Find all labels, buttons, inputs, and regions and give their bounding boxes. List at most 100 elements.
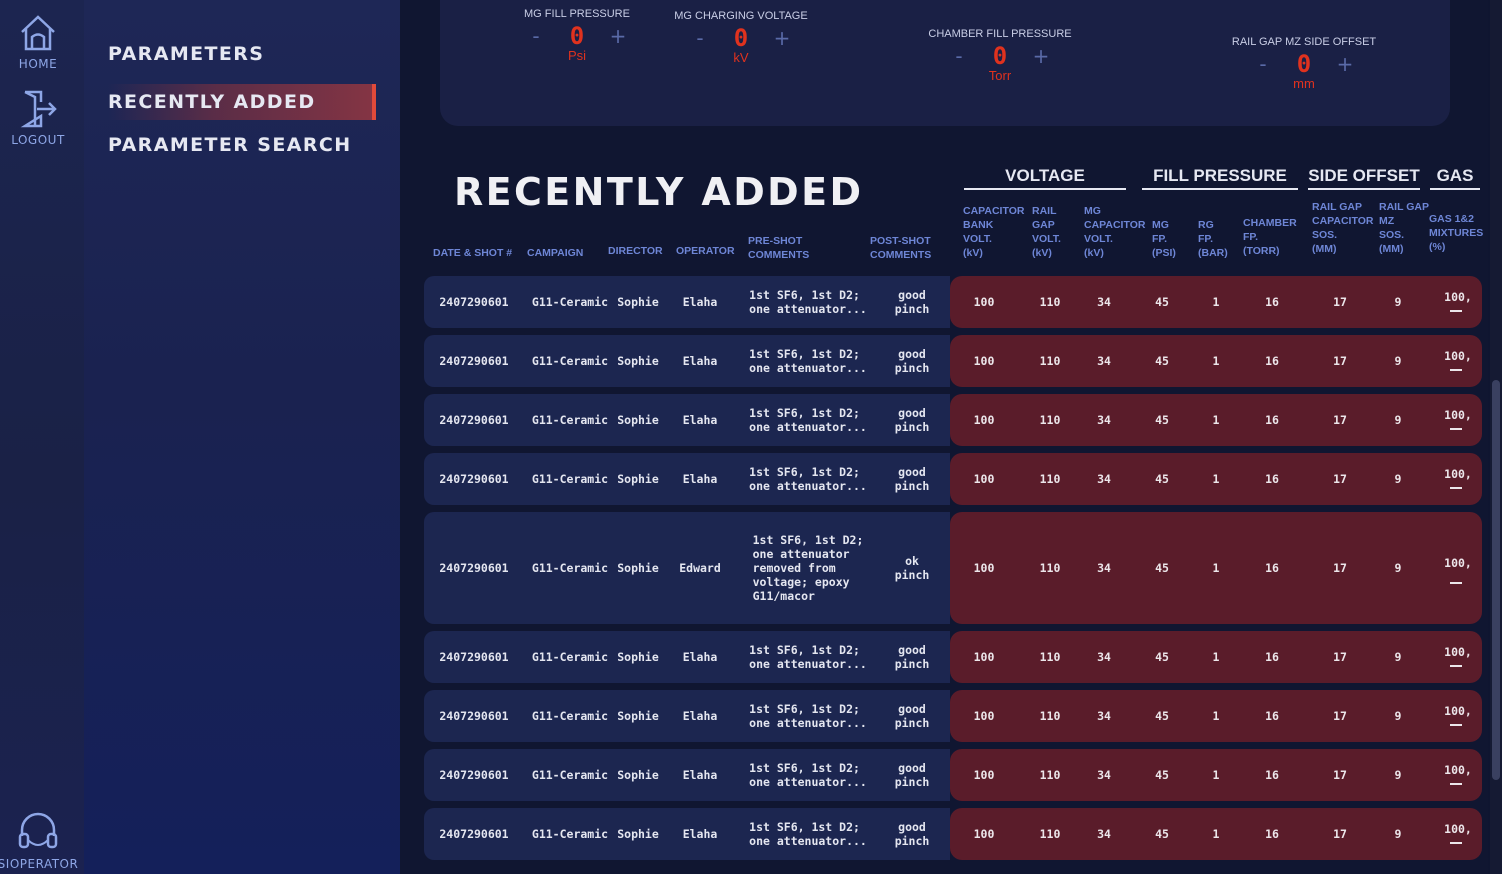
parameter-controls-card: MG FILL PRESSURE - 0 + Psi MG CHARGING V… [440,0,1450,126]
cell-cap_v: 100 [973,709,995,723]
column-header[interactable]: MG CAPACITOR VOLT. (kV) [1084,205,1146,259]
row-parameters: 100 110 34 45 1 16 17 9 100, [950,394,1482,446]
column-header[interactable]: DIRECTOR [608,245,663,257]
logout-nav[interactable]: LOGOUT [0,88,76,147]
table-row[interactable]: 2407290601 G11-Ceramic Sophie Elaha 1st SF6,… [424,631,1482,683]
nav-item-recently-added[interactable]: RECENTLY ADDED [108,84,376,120]
cell-post: good pinch [894,347,930,375]
cell-mg_v: 34 [1097,768,1111,782]
operator-nav[interactable]: SIOPERATOR [0,808,78,871]
nav-item-parameter-search[interactable]: PARAMETER SEARCH [108,127,352,163]
scrollbar[interactable] [1490,0,1502,874]
cell-gas: 100, [1444,704,1472,718]
cell-campaign: G11-Ceramic [531,354,609,368]
gas-separator [1450,487,1462,489]
cell-operator: Edward [679,561,721,575]
cell-post: good pinch [894,465,930,493]
cell-gas: 100, [1444,645,1472,659]
column-header[interactable]: RAIL GAP MZ SOS. (MM) [1379,201,1429,255]
row-details: 2407290601 G11-Ceramic Sophie Elaha 1st SF6,… [424,335,950,387]
cell-mg_v: 34 [1097,650,1111,664]
increment-button[interactable]: + [1336,52,1354,76]
cell-rg_v: 110 [1039,413,1061,427]
cell-pre: 1st SF6, 1st D2; one attenuator... [749,761,867,789]
cell-mz_sos: 9 [1394,709,1402,723]
cell-director: Sophie [617,709,659,723]
cell-ch_fp: 16 [1265,768,1279,782]
cell-operator: Elaha [682,472,718,486]
column-header[interactable]: GAS 1&2 MIXTURES (%) [1429,213,1484,253]
cell-cap_v: 100 [973,827,995,841]
cell-pre: 1st SF6, 1st D2; one attenuator... [749,406,867,434]
column-header[interactable]: CAMPAIGN [527,247,584,259]
column-header[interactable]: DATE & SHOT # [433,247,513,259]
cell-operator: Elaha [682,413,718,427]
cell-rg_v: 110 [1039,561,1061,575]
column-header[interactable]: CAPACITOR BANK VOLT. (kV) [963,205,1025,259]
chamber-fill-pressure-control: CHAMBER FILL PRESSURE - 0 + Torr [920,28,1080,83]
home-nav[interactable]: HOME [0,12,76,71]
headset-icon [18,812,58,849]
scrollbar-thumb[interactable] [1492,380,1500,780]
gas-separator [1450,724,1462,726]
cell-rg_v: 110 [1039,650,1061,664]
cell-date: 2407290601 [439,561,509,575]
cell-ch_fp: 16 [1265,472,1279,486]
cell-rg_fp: 1 [1212,650,1220,664]
control-value[interactable]: 0 [569,22,585,50]
decrement-button[interactable]: - [696,26,704,50]
cell-director: Sophie [617,295,659,309]
cell-campaign: G11-Ceramic [531,768,609,782]
column-header[interactable]: RG FP. (BAR) [1198,219,1228,259]
cell-rg_fp: 1 [1212,295,1220,309]
column-header[interactable]: MG FP. (PSI) [1152,219,1176,259]
decrement-button[interactable]: - [1259,52,1267,76]
cell-rg_fp: 1 [1212,413,1220,427]
cell-rg_sos: 17 [1333,413,1347,427]
column-header[interactable]: OPERATOR [676,245,735,257]
table-row[interactable]: 2407290601 G11-Ceramic Sophie Elaha 1st SF6,… [424,276,1482,328]
cell-rg_sos: 17 [1333,827,1347,841]
row-parameters: 100 110 34 45 1 16 17 9 100, [950,808,1482,860]
row-parameters: 100 110 34 45 1 16 17 9 100, [950,690,1482,742]
cell-director: Sophie [617,472,659,486]
cell-rg_sos: 17 [1333,561,1347,575]
table-row[interactable]: 2407290601 G11-Ceramic Sophie Elaha 1st SF6,… [424,808,1482,860]
column-header[interactable]: CHAMBER FP. (TORR) [1243,217,1297,257]
table-row[interactable]: 2407290601 G11-Ceramic Sophie Elaha 1st SF6,… [424,690,1482,742]
table-row[interactable]: 2407290601 G11-Ceramic Sophie Elaha 1st SF6,… [424,453,1482,505]
control-value[interactable]: 0 [733,24,749,52]
cell-rg_sos: 17 [1333,354,1347,368]
increment-button[interactable]: + [773,26,791,50]
column-header[interactable]: POST-SHOT COMMENTS [870,235,932,261]
row-details: 2407290601 G11-Ceramic Sophie Edward 1st SF6… [424,512,950,624]
decrement-button[interactable]: - [955,44,963,68]
increment-button[interactable]: + [609,24,627,48]
control-unit: mm [1293,76,1315,91]
table-row[interactable]: 2407290601 G11-Ceramic Sophie Elaha 1st SF6,… [424,394,1482,446]
row-parameters: 100 110 34 45 1 16 17 9 100, [950,335,1482,387]
cell-mz_sos: 9 [1394,827,1402,841]
cell-post: good pinch [894,761,930,789]
cell-rg_v: 110 [1039,354,1061,368]
mg-charging-voltage-control: MG CHARGING VOLTAGE - 0 + kV [666,10,816,65]
table-row[interactable]: 2407290601 G11-Ceramic Sophie Elaha 1st SF6,… [424,335,1482,387]
cell-operator: Elaha [682,295,718,309]
increment-button[interactable]: + [1032,44,1050,68]
nav-item-parameters[interactable]: PARAMETERS [108,36,264,72]
column-header[interactable]: RAIL GAP VOLT. (kV) [1032,205,1061,259]
cell-gas: 100, [1444,290,1472,304]
control-value[interactable]: 0 [992,42,1008,70]
cell-cap_v: 100 [973,354,995,368]
row-parameters: 100 110 34 45 1 16 17 9 100, [950,631,1482,683]
cell-campaign: G11-Ceramic [531,413,609,427]
mg-fill-pressure-control: MG FILL PRESSURE - 0 + Psi [502,8,652,63]
control-value[interactable]: 0 [1296,50,1312,78]
column-header[interactable]: RAIL GAP CAPACITOR SOS. (MM) [1312,201,1374,255]
column-header[interactable]: PRE-SHOT COMMENTS [748,235,810,261]
page-title: RECENTLY ADDED [454,170,864,214]
decrement-button[interactable]: - [532,24,540,48]
cell-gas: 100, [1444,467,1472,481]
table-row[interactable]: 2407290601 G11-Ceramic Sophie Elaha 1st SF6,… [424,749,1482,801]
table-row[interactable]: 2407290601 G11-Ceramic Sophie Edward 1st SF6… [424,512,1482,624]
